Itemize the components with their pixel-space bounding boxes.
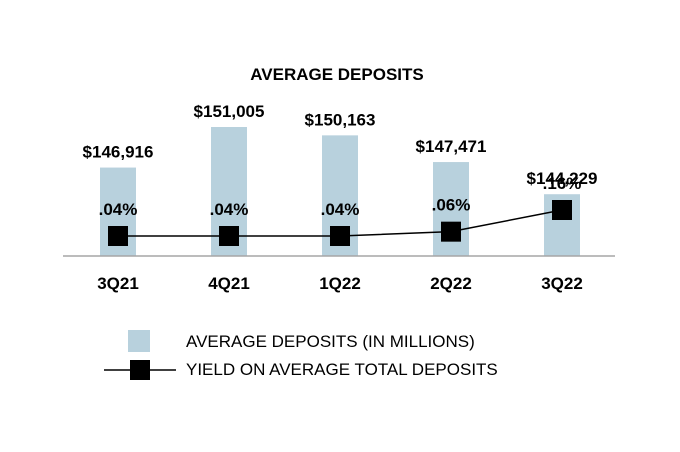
yield-marker-3Q21 — [108, 226, 128, 246]
bar-value-label-3Q22: $144,229 — [527, 169, 598, 188]
label-group: $146,916 3Q21 $151,005 4Q21 $150,163 1Q22 $147… — [83, 102, 598, 293]
yield-label-4Q21: .04% — [210, 200, 249, 219]
yield-marker-1Q22 — [330, 226, 350, 246]
yield-marker-4Q21 — [219, 226, 239, 246]
chart-title: AVERAGE DEPOSITS — [250, 65, 424, 84]
yield-label-2Q22: .06% — [432, 196, 471, 215]
yield-label-3Q22: .16% — [543, 174, 582, 193]
category-label-1Q22: 1Q22 — [319, 274, 361, 293]
bar-value-label-4Q21: $151,005 — [194, 102, 265, 121]
legend-label-yield: YIELD ON AVERAGE TOTAL DEPOSITS — [186, 360, 498, 379]
yield-label-1Q22: .04% — [321, 200, 360, 219]
yield-marker-2Q22 — [441, 221, 461, 242]
legend-marker-yield — [130, 360, 150, 380]
bar-group — [100, 127, 580, 256]
yield-line-group: .04% .04% .04% .06% .16% — [99, 174, 582, 246]
category-label-4Q21: 4Q21 — [208, 274, 250, 293]
category-label-3Q21: 3Q21 — [97, 274, 139, 293]
category-label-2Q22: 2Q22 — [430, 274, 472, 293]
legend-swatch-deposits — [128, 330, 150, 352]
bar-value-label-1Q22: $150,163 — [305, 110, 376, 129]
yield-marker-3Q22 — [552, 200, 572, 220]
bar-value-label-3Q21: $146,916 — [83, 143, 154, 162]
yield-label-3Q21: .04% — [99, 200, 138, 219]
bar-value-label-2Q22: $147,471 — [416, 137, 487, 156]
category-label-3Q22: 3Q22 — [541, 274, 583, 293]
legend-label-deposits: AVERAGE DEPOSITS (IN MILLIONS) — [186, 332, 475, 351]
